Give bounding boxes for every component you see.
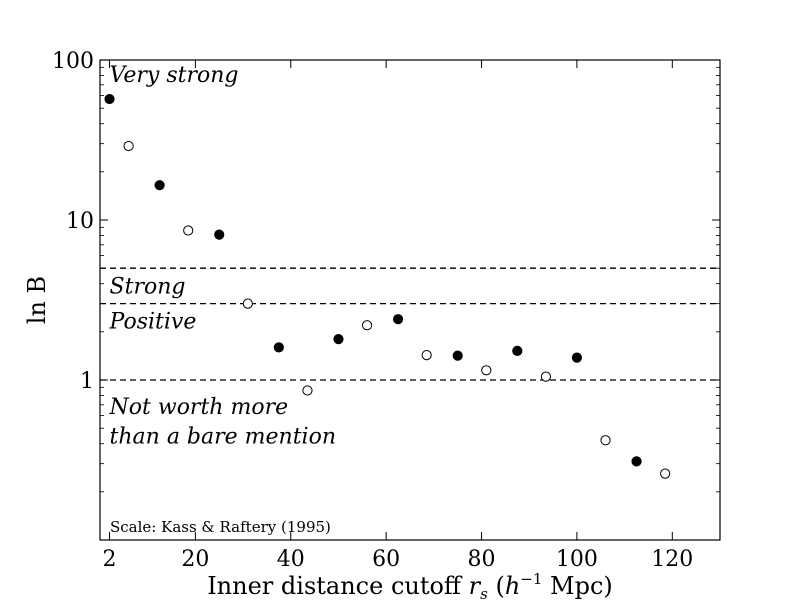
- strength-annotation: Positive: [109, 310, 197, 335]
- x-axis-label-prefix: Inner distance cutoff: [207, 572, 468, 600]
- footnote-scale: Scale: Kass & Raftery (1995): [110, 518, 331, 536]
- strength-annotation: Very strong: [110, 63, 239, 88]
- data-point-open: [540, 371, 552, 382]
- x-tick-label: 40: [277, 547, 305, 572]
- plot-frame: [99, 59, 721, 541]
- x-axis-label-h: h: [505, 572, 520, 600]
- y-axis-label: ln B: [23, 276, 51, 324]
- data-point-open: [361, 320, 373, 331]
- data-point-filled: [214, 229, 225, 240]
- data-point-open: [123, 140, 134, 152]
- strength-annotation: Not worth more: [109, 395, 289, 420]
- reference-lines: [100, 267, 720, 381]
- data-point-open: [302, 385, 313, 396]
- x-axis-label-unit: Mpc): [542, 572, 612, 600]
- data-point-open: [242, 298, 253, 309]
- data-point-open: [183, 225, 194, 236]
- data-point-filled: [104, 93, 115, 105]
- x-axis-label-paren: (: [488, 572, 505, 600]
- data-point-open: [421, 350, 432, 361]
- x-axis-label-exp: −1: [520, 570, 542, 588]
- x-tick-label: 120: [651, 547, 693, 572]
- data-point-filled: [512, 345, 523, 357]
- x-axis-label-sub: s: [480, 585, 488, 600]
- data-point-filled: [273, 342, 284, 353]
- data-point-filled: [452, 350, 463, 361]
- data-point-open: [600, 435, 611, 446]
- data-point-open: [481, 365, 492, 376]
- x-axis-label-var: r: [469, 572, 482, 600]
- x-tick-label: 80: [468, 547, 496, 572]
- data-point-filled: [571, 352, 583, 363]
- data-point-open: [660, 468, 671, 479]
- x-tick-label: 20: [181, 547, 209, 572]
- y-tick-label: 100: [52, 49, 94, 74]
- y-tick-label: 10: [66, 209, 94, 234]
- data-point-filled: [333, 334, 344, 345]
- annotations: Scale: Kass & Raftery (1995) Very strong…: [109, 63, 336, 536]
- x-tick-label: 100: [556, 547, 598, 572]
- strength-annotation: Strong: [110, 274, 186, 299]
- x-tick-label: 2: [103, 547, 117, 572]
- y-tick-label: 1: [80, 369, 94, 394]
- data-markers: [104, 93, 671, 479]
- x-tick-label: 60: [372, 547, 400, 572]
- x-axis-label: Inner distance cutoff rs (h−1 Mpc): [207, 570, 613, 600]
- strength-annotation: than a bare mention: [110, 424, 336, 449]
- data-point-filled: [154, 180, 165, 191]
- data-point-filled: [392, 314, 404, 325]
- data-point-filled: [631, 456, 642, 467]
